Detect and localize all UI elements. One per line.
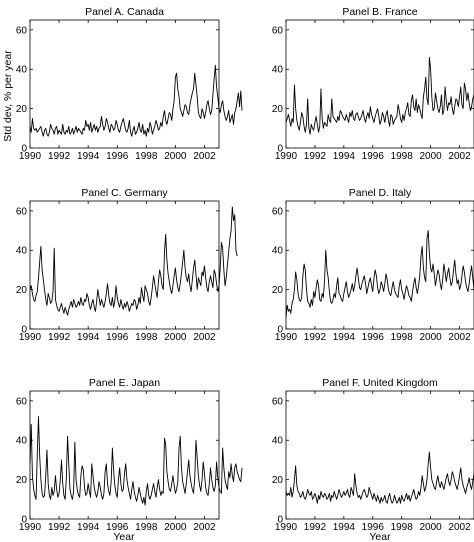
x-tick-label: 1996 [106, 332, 129, 343]
y-tick-label: 40 [16, 65, 28, 76]
panel-6: Panel F. United Kingdom 1990 1992 1994 1996 1… [272, 377, 474, 533]
x-tick-label: 1996 [362, 522, 385, 533]
x-tick-label: 2002 [193, 522, 216, 533]
x-tick-label: 1994 [77, 332, 100, 343]
panel-title: Panel B. France [342, 6, 417, 18]
x-tick-label: 1996 [106, 522, 129, 533]
x-tick-label: 1992 [48, 522, 71, 533]
x-tick-label: 1996 [106, 151, 129, 162]
y-tick-label: 60 [272, 396, 284, 407]
x-tick-label: 1994 [77, 522, 100, 533]
x-tick-label: 1992 [304, 522, 327, 533]
x-tick-label: 1998 [391, 522, 414, 533]
series-line-panel-f-united-kingdom [285, 451, 474, 504]
y-axis-label-top: Std dev, % per year [2, 50, 14, 142]
y-tick-label: 0 [21, 325, 27, 336]
x-tick-label: 1992 [48, 151, 71, 162]
x-tick-label: 1998 [135, 522, 158, 533]
x-tick-label: 2002 [448, 332, 471, 343]
series-line-panel-c-germany [29, 206, 238, 316]
y-tick-label: 60 [272, 25, 284, 36]
panel-2: Panel B. France 1990 1992 1994 1996 1998 2000 2… [272, 6, 474, 162]
x-tick-label: 1990 [19, 332, 42, 343]
y-tick-label: 20 [16, 104, 28, 115]
x-tick-label: 2002 [193, 332, 216, 343]
panel-3: Panel C. Germany 1990 1992 1994 1996 1998 2000… [16, 187, 238, 343]
plot-frame [285, 390, 474, 520]
panel-title: Panel C. Germany [81, 187, 168, 199]
y-tick-label: 0 [21, 515, 27, 526]
series-line-panel-d-italy [285, 230, 474, 318]
y-tick-label: 60 [16, 25, 28, 36]
x-tick-label: 1994 [333, 151, 356, 162]
y-tick-label: 0 [277, 325, 283, 336]
y-tick-label: 40 [272, 436, 284, 447]
panel-4: Panel D. Italy 1990 1992 1994 1996 1998 2000 20… [272, 187, 474, 343]
x-tick-label: 1992 [304, 151, 327, 162]
x-tick-label: 2000 [164, 151, 187, 162]
x-tick-label: 2000 [419, 151, 442, 162]
y-tick-label: 20 [16, 285, 28, 296]
x-tick-label: 2002 [448, 151, 471, 162]
panel-title: Panel E. Japan [89, 377, 160, 389]
plot-frame [29, 19, 220, 149]
y-tick-label: 20 [272, 104, 284, 115]
series-line-panel-e-japan [29, 416, 243, 506]
x-tick-label: 1998 [135, 151, 158, 162]
y-tick-label: 40 [272, 65, 284, 76]
x-axis-label-left: Year [113, 531, 135, 542]
series-line-panel-b-france [285, 56, 474, 135]
panel-title: Panel F. United Kingdom [322, 377, 438, 389]
plot-frame [29, 200, 220, 330]
x-tick-label: 2002 [193, 151, 216, 162]
panel-5: Panel E. Japan 1990 1992 1994 1996 1998 2000 20… [16, 377, 243, 533]
x-tick-label: 1990 [275, 332, 298, 343]
x-tick-label: 1998 [391, 151, 414, 162]
x-tick-label: 1998 [135, 332, 158, 343]
y-tick-label: 60 [272, 206, 284, 217]
x-tick-label: 1994 [77, 151, 100, 162]
x-tick-label: 2000 [419, 332, 442, 343]
y-tick-label: 40 [272, 246, 284, 257]
y-tick-label: 20 [16, 475, 28, 486]
x-tick-label: 1996 [362, 332, 385, 343]
panel-title: Panel A. Canada [85, 6, 164, 18]
x-tick-label: 1990 [19, 151, 42, 162]
y-tick-label: 60 [16, 396, 28, 407]
x-tick-label: 1992 [304, 332, 327, 343]
x-tick-label: 1994 [333, 522, 356, 533]
series-line-panel-a-canada [29, 64, 243, 137]
y-tick-label: 0 [277, 144, 283, 155]
x-axis-label-right: Year [369, 531, 391, 542]
y-tick-label: 20 [272, 475, 284, 486]
x-tick-label: 2000 [164, 522, 187, 533]
y-tick-label: 0 [21, 144, 27, 155]
panel-1: Panel A. Canada 1990 1992 1994 1996 1998 2000 2… [16, 6, 243, 162]
y-tick-label: 40 [16, 436, 28, 447]
plot-frame [285, 200, 474, 330]
panel-title: Panel D. Italy [349, 187, 412, 199]
y-tick-label: 40 [16, 246, 28, 257]
x-tick-label: 1996 [362, 151, 385, 162]
x-tick-label: 2000 [419, 522, 442, 533]
x-tick-label: 1992 [48, 332, 71, 343]
x-tick-label: 1994 [333, 332, 356, 343]
plot-frame [29, 390, 220, 520]
x-tick-label: 1998 [391, 332, 414, 343]
x-tick-label: 1990 [19, 522, 42, 533]
x-tick-label: 2000 [164, 332, 187, 343]
x-tick-label: 1990 [275, 522, 298, 533]
x-tick-label: 1990 [275, 151, 298, 162]
plot-frame [285, 19, 474, 149]
x-tick-label: 2002 [448, 522, 471, 533]
y-tick-label: 20 [272, 285, 284, 296]
y-tick-label: 60 [16, 206, 28, 217]
y-tick-label: 0 [277, 515, 283, 526]
